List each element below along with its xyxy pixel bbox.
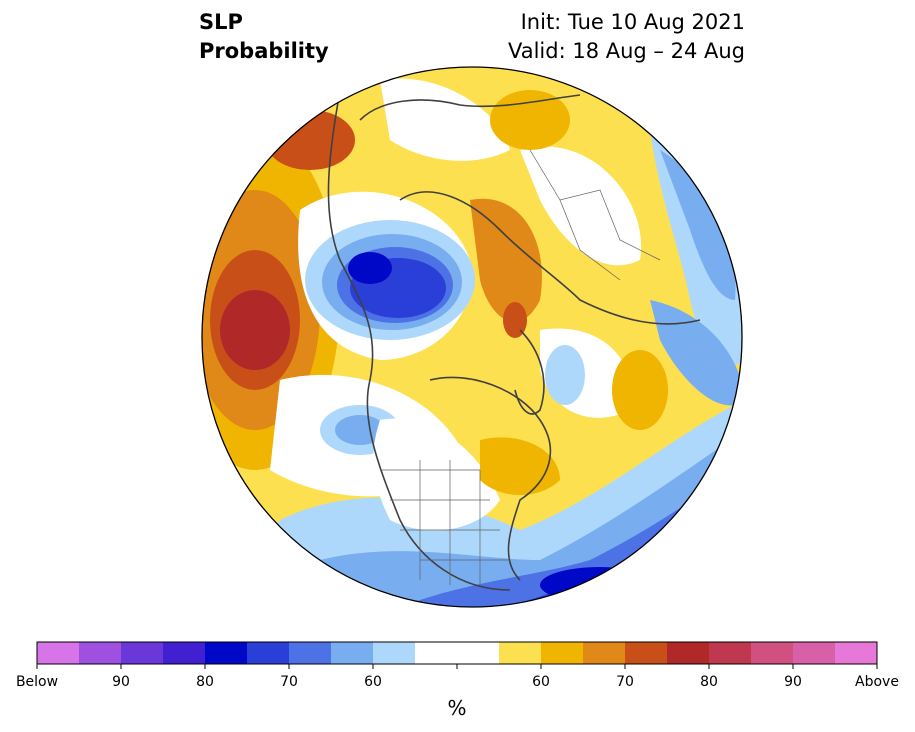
- probability-field: [202, 67, 742, 607]
- cb-above-0: [499, 642, 541, 664]
- map-boundary: [201, 66, 743, 608]
- cb-below-1: [79, 642, 121, 664]
- cb-above-1: [541, 642, 583, 664]
- cold-blob-core: [348, 252, 392, 284]
- cb-label-90-above: 90: [784, 674, 802, 690]
- cb-below-4: [205, 642, 247, 664]
- cb-above-6: [751, 642, 793, 664]
- cb-label-below: Below: [15, 674, 59, 690]
- valid-range: Valid: 18 Aug – 24 Aug: [507, 39, 745, 63]
- cb-above-2: [583, 642, 625, 664]
- coast-asia-north: [359, 94, 581, 121]
- cb-below-6: [289, 642, 331, 664]
- cb-neutral: [415, 642, 499, 664]
- cb-above-5: [709, 642, 751, 664]
- cb-above-3: [625, 642, 667, 664]
- init-date: Init: Tue 10 Aug 2021: [520, 10, 745, 34]
- cb-label-80-above: 80: [700, 674, 718, 690]
- cb-below-0: [37, 642, 79, 664]
- variable-label: SLP: [199, 10, 243, 34]
- borders: [380, 149, 661, 585]
- north-warm: [490, 90, 570, 150]
- date-info: Init: Tue 10 Aug 2021 Valid: 18 Aug – 24…: [508, 8, 745, 66]
- neutral-area-3: [520, 146, 642, 266]
- cb-label-60-above: 60: [532, 674, 550, 690]
- cb-below-7: [331, 642, 373, 664]
- cb-above-7: [793, 642, 835, 664]
- cb-below-2: [121, 642, 163, 664]
- coastlines: [327, 89, 701, 591]
- east-warm: [612, 350, 668, 430]
- colorbar-unit: %: [447, 696, 467, 720]
- coast-canada-east: [429, 376, 552, 581]
- eurasia-warm-1: [470, 198, 542, 322]
- cb-label-90-below: 90: [112, 674, 130, 690]
- east-cold-3: [650, 300, 742, 406]
- colorbar: [36, 641, 878, 669]
- neutral-area-2: [380, 78, 510, 161]
- cb-below-8: [373, 642, 415, 664]
- greenland-cold: [545, 345, 585, 405]
- map-title: SLP Probability: [199, 8, 329, 66]
- cb-label-70-below: 70: [280, 674, 298, 690]
- coast-greenland: [514, 329, 545, 415]
- south-cold-core: [540, 567, 660, 603]
- cb-above-4: [667, 642, 709, 664]
- coast-americas-west: [327, 89, 511, 591]
- cb-label-above: Above: [855, 674, 899, 690]
- cb-label-80-below: 80: [196, 674, 214, 690]
- cb-below-5: [247, 642, 289, 664]
- east-cold-2: [660, 150, 736, 300]
- coast-eurasia-north: [399, 191, 701, 325]
- eurasia-warm-2: [503, 302, 527, 338]
- polar-map: [201, 66, 743, 608]
- na-neutral: [373, 418, 500, 531]
- cb-label-60-below: 60: [364, 674, 382, 690]
- pacific-warm-4: [220, 290, 290, 370]
- product-label: Probability: [199, 39, 329, 63]
- cb-label-70-above: 70: [616, 674, 634, 690]
- cb-above-8: [835, 642, 877, 664]
- nepacific-cold-2: [335, 415, 385, 445]
- nw-warm-patch: [265, 110, 355, 170]
- cb-below-3: [163, 642, 205, 664]
